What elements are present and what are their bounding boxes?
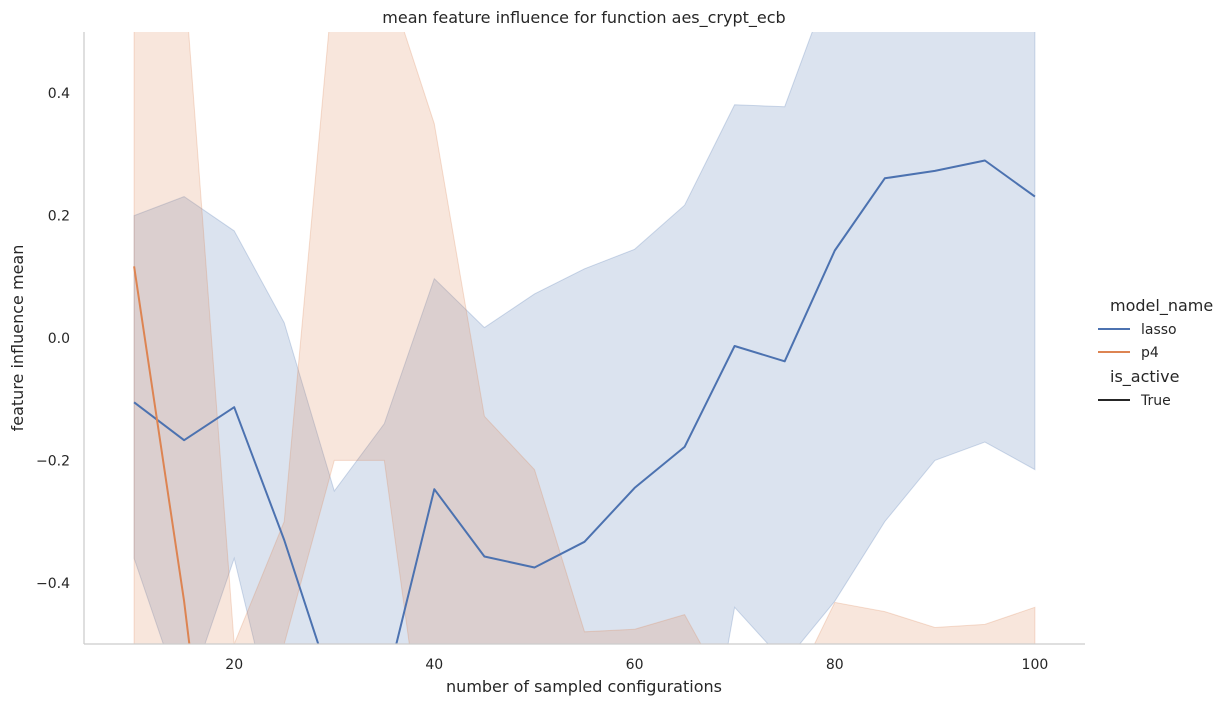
y-tick-label: 0.4 (48, 86, 70, 102)
legend-style-title: is_active (1110, 367, 1179, 387)
legend-label-true: True (1140, 393, 1171, 409)
ci-band-lasso (133, 32, 1036, 644)
y-axis-label: feature influence mean (8, 245, 27, 432)
x-tick-label: 40 (425, 657, 443, 673)
ci-band-p4 (133, 32, 1036, 644)
legend-label-lasso: lasso (1141, 322, 1177, 338)
series-line-lasso (133, 159, 1036, 644)
y-tick-label: −0.4 (36, 576, 70, 592)
x-tick-label: 80 (826, 657, 844, 673)
ci-bands (133, 32, 1036, 644)
y-ticks: −0.4 −0.2 0.0 0.2 0.4 (36, 86, 70, 592)
x-tick-label: 60 (626, 657, 644, 673)
legend-label-p4: p4 (1141, 345, 1159, 361)
x-axis-label: number of sampled configurations (446, 677, 722, 696)
legend: model_name lasso p4 is_active True (1098, 296, 1213, 409)
series-lines (133, 159, 1036, 644)
y-tick-label: 0.0 (48, 331, 70, 347)
x-tick-label: 100 (1022, 657, 1049, 673)
chart-title: mean feature influence for function aes_… (382, 8, 785, 28)
x-ticks: 20 40 60 80 100 (225, 657, 1048, 673)
y-tick-label: 0.2 (48, 209, 70, 225)
x-tick-label: 20 (225, 657, 243, 673)
y-tick-label: −0.2 (36, 453, 70, 469)
legend-hue-title: model_name (1110, 296, 1213, 316)
